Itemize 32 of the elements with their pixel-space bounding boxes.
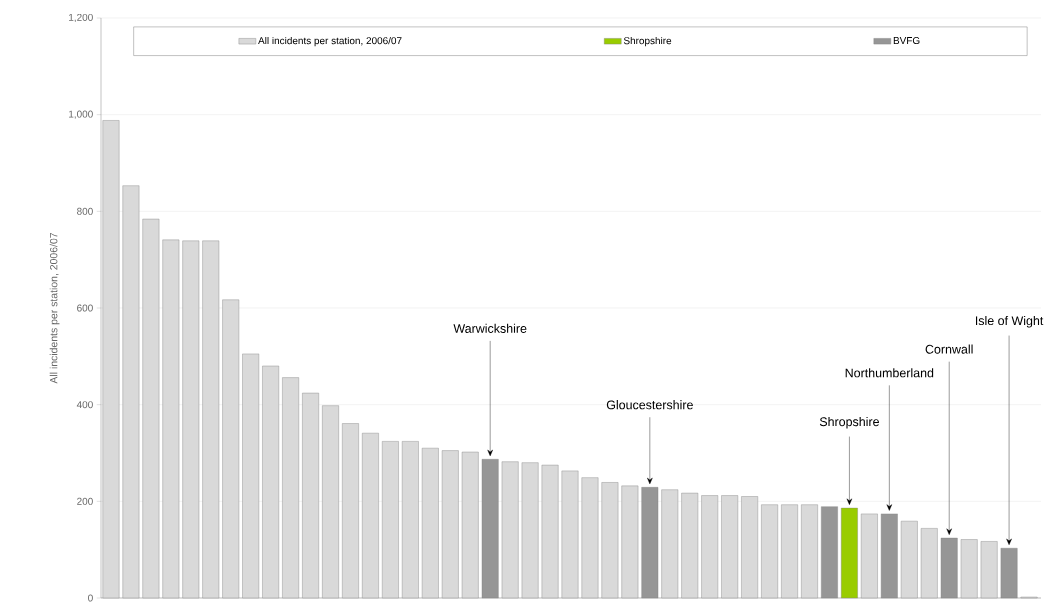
- y-axis-title: All incidents per station, 2006/07: [49, 232, 60, 384]
- bar: [801, 504, 818, 599]
- y-tick-label: 600: [77, 304, 93, 312]
- annotation: Cornwall: [925, 344, 973, 354]
- y-tick-label: 1,200: [69, 13, 93, 23]
- y-tick-label: 0: [88, 594, 93, 602]
- annotation: Warwickshire: [453, 323, 527, 333]
- legend-label: All incidents per station, 2006/07: [258, 36, 402, 47]
- bar: [900, 520, 918, 599]
- bar: [781, 504, 798, 599]
- bar: [481, 459, 499, 599]
- y-tick-label: 1,000: [69, 110, 93, 119]
- bar: [880, 513, 898, 599]
- bar: [1000, 548, 1018, 599]
- y-tick-label: 800: [77, 207, 93, 215]
- legend-label: BVFG: [893, 37, 920, 45]
- bar: [920, 528, 938, 599]
- y-tick-label: 200: [77, 497, 93, 505]
- annotation: Northumberland: [845, 368, 934, 378]
- bar: [841, 507, 858, 599]
- bar: [860, 513, 878, 599]
- bar: [960, 539, 978, 599]
- annotation: Gloucestershire: [606, 400, 693, 410]
- bar: [761, 504, 778, 599]
- bar: [641, 487, 659, 599]
- bar: [940, 537, 958, 599]
- annotation: Shropshire: [819, 416, 879, 429]
- annotation: Isle of Wight: [975, 315, 1044, 328]
- y-tick-label: 400: [76, 401, 93, 409]
- bar: [980, 541, 998, 599]
- legend-label: Shropshire: [623, 36, 672, 47]
- bar: [821, 506, 838, 599]
